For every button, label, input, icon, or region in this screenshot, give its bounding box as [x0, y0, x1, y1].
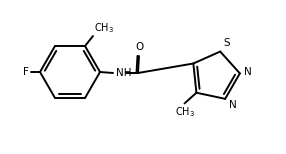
Text: NH: NH: [116, 68, 132, 78]
Text: CH$_3$: CH$_3$: [94, 21, 114, 35]
Text: CH$_3$: CH$_3$: [174, 105, 194, 119]
Text: S: S: [223, 38, 230, 48]
Text: F: F: [23, 67, 29, 77]
Text: N: N: [244, 67, 252, 77]
Text: N: N: [229, 100, 237, 110]
Text: O: O: [136, 42, 144, 52]
